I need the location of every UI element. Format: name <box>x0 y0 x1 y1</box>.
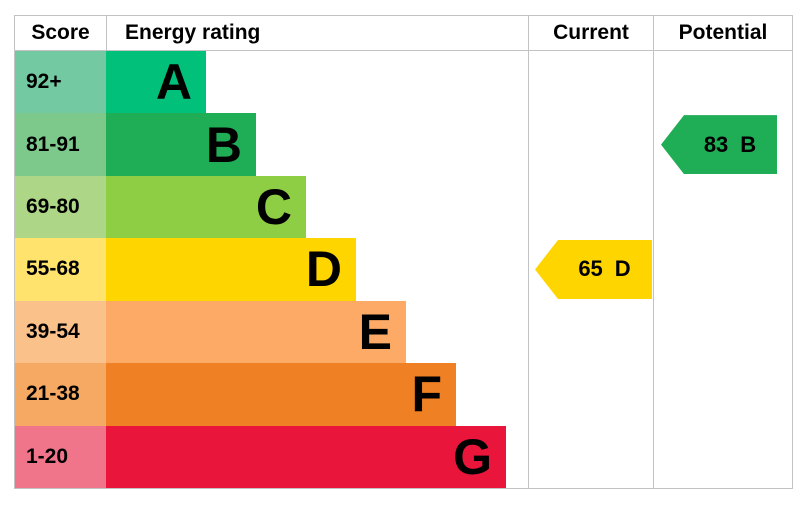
potential-band-letter: B <box>740 131 757 157</box>
band-row-f: 21-38 F <box>15 363 792 426</box>
band-bar-e: E <box>106 300 406 364</box>
score-range-e: 39-54 <box>15 300 106 364</box>
band-row-b: 81-91 B 83 B <box>15 113 792 176</box>
score-range-d: 55-68 <box>15 238 106 301</box>
header-current: Current <box>528 16 653 50</box>
band-letter-a: A <box>155 54 192 111</box>
score-range-f: 21-38 <box>15 363 106 426</box>
current-band-letter: D <box>614 256 631 282</box>
header-energy-rating: Energy rating <box>106 16 528 50</box>
band-letter-f: F <box>411 366 442 423</box>
band-letter-c: C <box>255 179 292 236</box>
score-range-a: 92+ <box>15 51 106 114</box>
potential-rating-arrow: 83 B <box>661 115 777 175</box>
band-bar-a: A <box>106 51 206 114</box>
band-bar-b: B <box>106 113 256 176</box>
current-score: 65 <box>578 256 603 282</box>
score-range-c: 69-80 <box>15 175 106 239</box>
header-row: Score Energy rating Current Potential <box>15 16 792 51</box>
score-range-b: 81-91 <box>15 113 106 176</box>
header-potential: Potential <box>653 16 792 50</box>
band-row-d: 55-68 D 65 D <box>15 238 792 301</box>
epc-table: Score Energy rating Current Potential 92… <box>14 15 793 489</box>
current-rating-arrow: 65 D <box>535 239 652 299</box>
band-row-c: 69-80 C <box>15 175 792 239</box>
band-row-e: 39-54 E <box>15 300 792 364</box>
band-letter-b: B <box>205 116 242 173</box>
score-range-g: 1-20 <box>15 425 106 488</box>
band-bar-d: D <box>106 238 356 301</box>
band-row-g: 1-20 G <box>15 425 792 488</box>
band-letter-d: D <box>305 241 342 298</box>
band-row-a: 92+ A <box>15 51 792 114</box>
band-bar-g: G <box>106 425 506 488</box>
band-bar-c: C <box>106 175 306 239</box>
header-score: Score <box>31 21 90 44</box>
potential-score: 83 <box>703 131 729 157</box>
band-bar-f: F <box>106 363 456 426</box>
band-letter-e: E <box>358 303 392 360</box>
band-letter-g: G <box>453 428 492 485</box>
